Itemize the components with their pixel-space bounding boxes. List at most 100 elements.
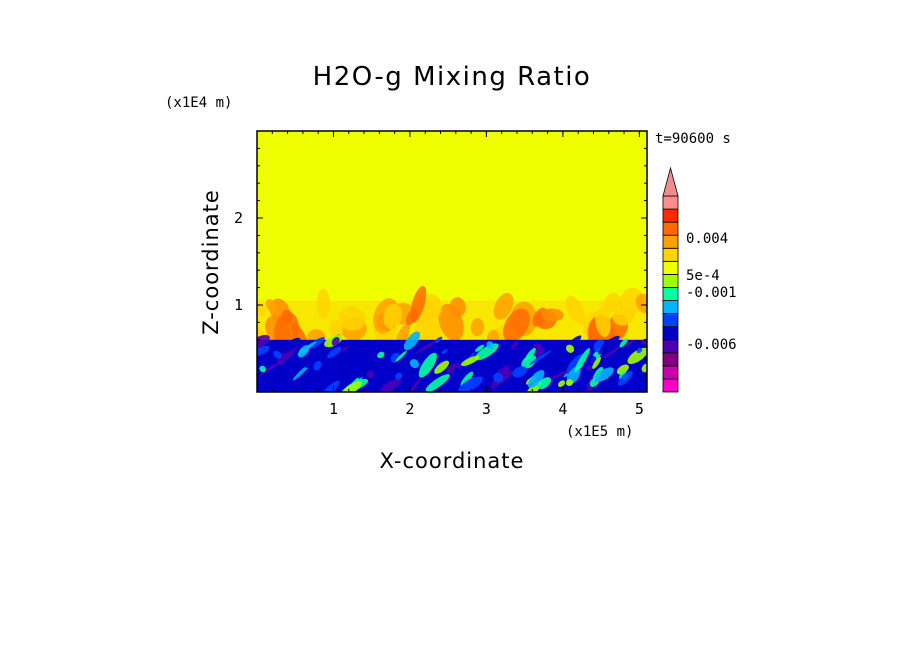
lower-layer-blob	[453, 367, 463, 378]
lower-layer-blob	[524, 347, 536, 362]
plume-blob	[493, 292, 514, 320]
colorbar-segment	[662, 287, 679, 301]
colorbar-segment	[662, 365, 679, 380]
lower-layer-blob	[636, 347, 643, 354]
colorbar-segment	[662, 378, 679, 393]
lower-layer-blob	[486, 341, 494, 349]
lower-layer-blob	[292, 363, 311, 381]
lower-layer-blob	[415, 339, 439, 354]
lower-layer-blob	[521, 354, 537, 369]
y-tick-label: 2	[234, 209, 243, 227]
lower-layer-blob	[594, 367, 614, 383]
lower-layer	[257, 331, 647, 392]
lower-layer-blob	[504, 359, 511, 365]
lower-layer-blob	[512, 366, 528, 378]
lower-layer-blob	[641, 363, 647, 373]
lower-layer-blob	[395, 372, 403, 380]
lower-layer-blob	[303, 354, 327, 368]
lower-layer-blob	[460, 371, 474, 387]
lower-layer-blob	[598, 344, 614, 355]
lower-layer-blob	[406, 377, 422, 392]
lower-layer-blob	[558, 380, 566, 388]
colorbar-segment	[662, 221, 679, 236]
lower-layer-blob	[627, 347, 647, 364]
plume-blob	[257, 304, 266, 317]
x-axis-label: X-coordinate	[380, 449, 525, 473]
lower-layer-blob	[257, 334, 270, 350]
lower-layer-blob	[529, 350, 552, 365]
colorbar-tick-label: 0.004	[686, 231, 728, 247]
x-tick-label: 2	[405, 400, 414, 418]
lower-layer-blob	[380, 379, 402, 392]
x-tick-label: 4	[558, 400, 567, 418]
plume-blob	[603, 292, 620, 314]
plume-blob	[438, 303, 464, 342]
lower-layer-blob	[441, 349, 448, 355]
lower-layer-blob	[567, 372, 586, 392]
lower-layer-blob	[285, 341, 293, 349]
colorbar-segment	[662, 339, 679, 354]
x-tick-label: 5	[635, 400, 644, 418]
y-tick-label: 1	[234, 296, 243, 314]
lower-layer-blob	[424, 374, 450, 392]
lower-layer-blob	[273, 350, 282, 359]
lower-layer-blob	[434, 360, 450, 374]
lower-layer-blob	[327, 346, 342, 359]
plume-blob	[410, 285, 427, 323]
colorbar-segment	[662, 352, 679, 367]
colorbar-tick-label: -0.001	[686, 285, 737, 301]
plume-layer	[257, 285, 647, 354]
colorbar-segment	[662, 260, 679, 275]
lower-layer-blob	[331, 337, 340, 346]
lower-layer-blob	[565, 379, 574, 387]
lower-layer-blob	[409, 359, 419, 369]
lower-layer-blob	[319, 380, 340, 392]
plume-blob	[265, 299, 278, 313]
plume-blob	[503, 308, 530, 343]
chart-title: H2O-g Mixing Ratio	[313, 62, 592, 92]
lower-layer-blob	[485, 381, 507, 392]
colorbar-tick-label: 5e-4	[686, 268, 720, 284]
plot-area	[257, 131, 647, 392]
colorbar-extend-arrow	[662, 166, 679, 197]
lower-layer-blob	[624, 339, 634, 348]
plume-blob	[540, 308, 564, 322]
lower-layer-blob	[259, 365, 266, 373]
lower-layer-blob	[435, 336, 443, 344]
y-ticks: 12	[234, 147, 647, 376]
colorbar-segment	[662, 273, 679, 288]
lower-layer-blob	[258, 360, 282, 377]
lower-layer-blob	[475, 344, 485, 352]
lower-layer-blob	[616, 364, 629, 375]
lower-layer-blob	[528, 369, 545, 388]
colorbar-segment	[662, 247, 679, 262]
plume-blob	[338, 306, 366, 331]
plume-blob	[618, 287, 644, 316]
y-scale-label: (x1E4 m)	[165, 95, 232, 111]
colorbar-tick-label: -0.006	[686, 337, 737, 353]
colorbar: 0.004 5e-4-0.001 -0.006	[662, 166, 737, 393]
lower-layer-blob	[310, 337, 325, 349]
plume-blob	[383, 303, 402, 330]
lower-layer-blob	[618, 370, 633, 386]
x-ticks: 1 2 3 4 5	[271, 131, 644, 418]
colorbar-segment	[662, 234, 679, 249]
lower-layer-blob	[418, 352, 437, 378]
colorbar-segment	[662, 208, 679, 223]
lower-layer-blob	[586, 364, 593, 371]
plume-blob	[470, 318, 485, 337]
lower-layer-blob	[565, 344, 575, 353]
x-tick-label: 3	[482, 400, 491, 418]
time-label: t=90600 s	[655, 131, 731, 147]
plume-blob	[565, 295, 586, 325]
lower-layer-blob	[512, 346, 522, 357]
x-scale-label: (x1E5 m)	[566, 424, 633, 440]
colorbar-segment	[662, 195, 679, 210]
lower-layer-blob	[458, 376, 484, 392]
plume-blob	[595, 307, 611, 338]
lower-layer-blob	[493, 372, 504, 383]
colorbar-segment	[662, 326, 679, 341]
plume-blob	[316, 288, 331, 319]
plume-blob	[329, 319, 343, 339]
plume-blob	[635, 293, 647, 314]
